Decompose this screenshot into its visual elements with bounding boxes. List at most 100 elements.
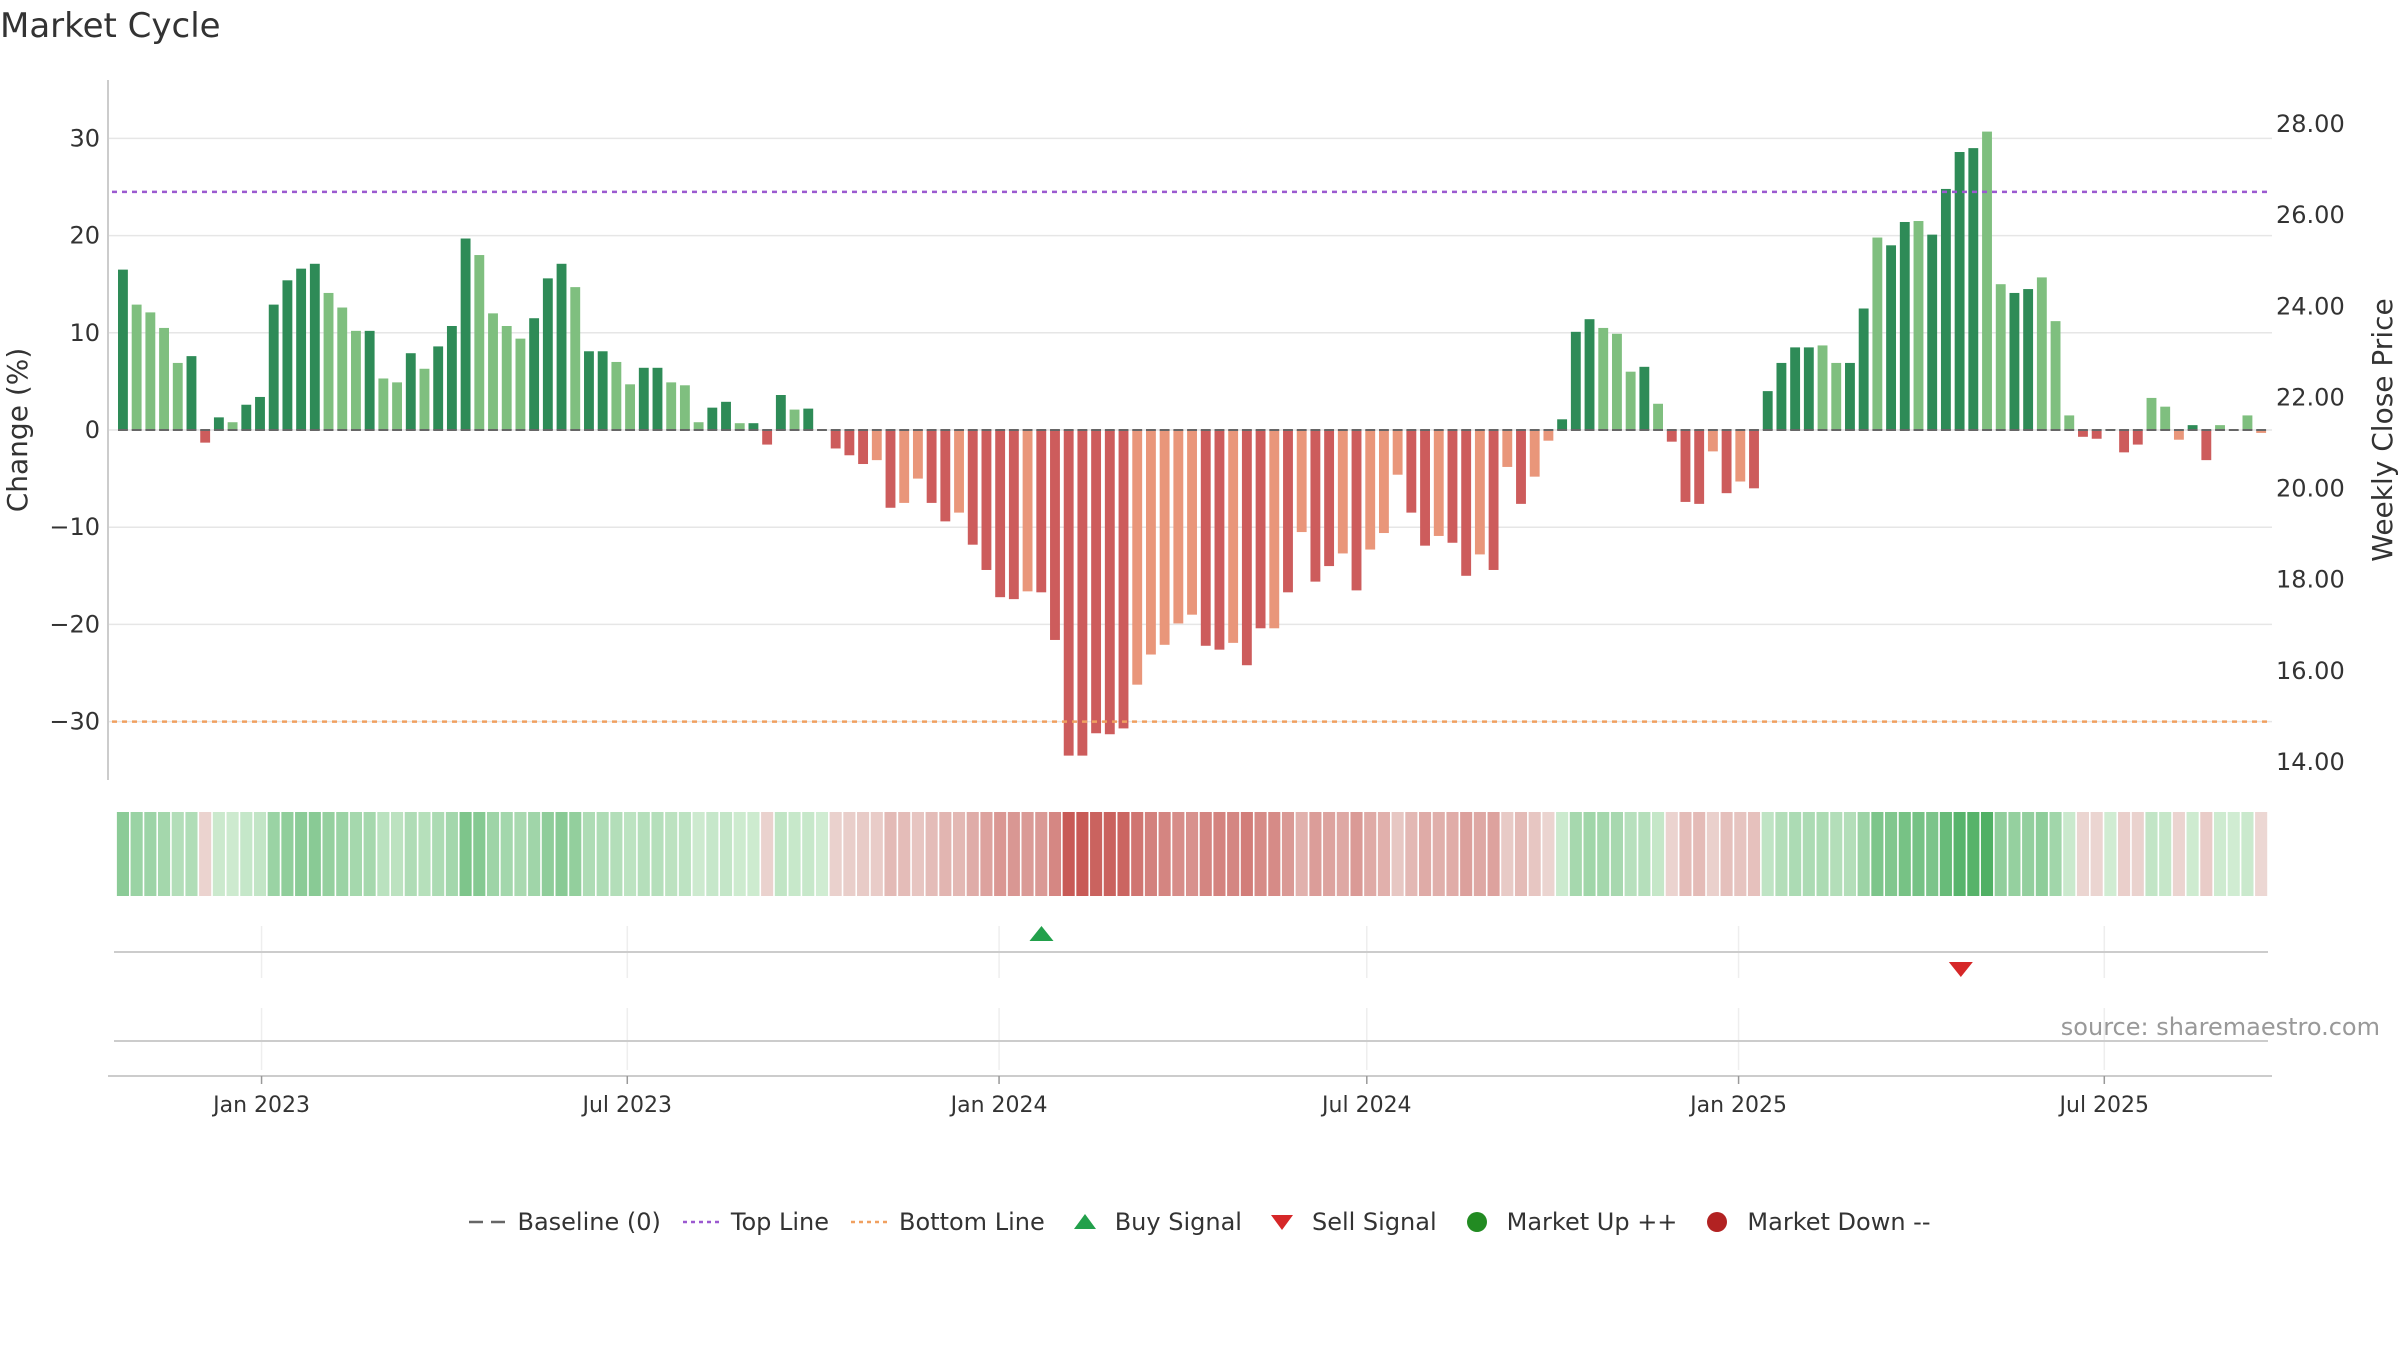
bar bbox=[118, 269, 128, 430]
heat-cell bbox=[185, 812, 198, 896]
heat-cell bbox=[1295, 812, 1308, 896]
bar bbox=[1968, 148, 1979, 430]
heat-cell bbox=[1035, 812, 1048, 896]
buy-signal-marker bbox=[1029, 926, 1054, 941]
bar bbox=[2132, 430, 2143, 445]
bar bbox=[255, 396, 265, 430]
bar bbox=[858, 430, 869, 465]
axes: 30 20 10 0 −10 −20 −30 Change (%) 28.00 26.00 24.0… bbox=[1, 80, 2399, 780]
bar bbox=[1817, 345, 1828, 430]
bar bbox=[268, 304, 279, 430]
bar bbox=[2009, 292, 2020, 430]
heat-cell bbox=[1747, 812, 1761, 896]
bar bbox=[172, 362, 183, 430]
heat-cell bbox=[1597, 812, 1610, 896]
heat-cell bbox=[1624, 812, 1637, 896]
heat-cell bbox=[295, 812, 308, 896]
bar bbox=[748, 423, 759, 430]
y-tick-label: 20 bbox=[69, 222, 100, 250]
bar bbox=[1255, 430, 1266, 629]
heat-cell bbox=[2090, 812, 2103, 896]
bar bbox=[1132, 430, 1143, 685]
bar bbox=[803, 408, 814, 430]
heat-cell bbox=[2008, 812, 2021, 896]
legend-item: Market Up ++ bbox=[1459, 1208, 1678, 1236]
heat-cell bbox=[363, 812, 376, 896]
heat-cell bbox=[815, 812, 829, 896]
heat-cell bbox=[1158, 812, 1171, 896]
bar bbox=[2050, 321, 2061, 430]
bar bbox=[2242, 415, 2253, 430]
bar bbox=[652, 367, 663, 430]
x-tick-label: Jan 2023 bbox=[211, 1093, 310, 1118]
legend-item: Top Line bbox=[682, 1208, 829, 1236]
bar bbox=[1036, 430, 1047, 593]
bar bbox=[611, 361, 622, 430]
dotted-line-icon bbox=[682, 1210, 719, 1234]
bar bbox=[1694, 430, 1705, 504]
bar bbox=[1872, 237, 1883, 430]
heat-cell bbox=[199, 812, 212, 896]
heat-cell bbox=[1830, 812, 1843, 896]
y2-axis-label: Weekly Close Price bbox=[2366, 298, 2399, 561]
heat-cell bbox=[1638, 812, 1651, 896]
bar bbox=[844, 430, 855, 456]
bar bbox=[1831, 362, 1842, 430]
heat-cell bbox=[2213, 812, 2227, 896]
bar bbox=[1653, 403, 1663, 430]
heat-cell bbox=[459, 812, 472, 896]
heat-cell bbox=[1528, 812, 1541, 896]
heat-cell bbox=[2255, 812, 2268, 896]
bar bbox=[1104, 430, 1115, 735]
heat-cell bbox=[1103, 812, 1116, 896]
bar bbox=[625, 384, 636, 430]
heat-cell bbox=[829, 812, 842, 896]
heat-cell bbox=[1652, 812, 1665, 896]
x-tick-label: Jan 2024 bbox=[949, 1093, 1048, 1118]
bar bbox=[1173, 430, 1184, 624]
y2-tick-label: 26.00 bbox=[2276, 201, 2345, 229]
circle-icon bbox=[1699, 1210, 1735, 1234]
heat-cell bbox=[2104, 812, 2117, 896]
y2-tick-label: 14.00 bbox=[2276, 748, 2345, 776]
heat-cell bbox=[1542, 812, 1555, 896]
bar bbox=[570, 287, 581, 430]
heat-cell bbox=[1610, 812, 1623, 896]
bar bbox=[542, 278, 553, 430]
heat-cell bbox=[2200, 812, 2213, 896]
heat-cell bbox=[637, 812, 650, 896]
bar bbox=[309, 263, 320, 430]
bar bbox=[1365, 430, 1376, 550]
x-tick-label: Jul 2025 bbox=[2058, 1093, 2150, 1118]
bar bbox=[1159, 430, 1170, 645]
x-tick-label: Jul 2023 bbox=[581, 1093, 673, 1118]
heat-cell bbox=[1665, 812, 1678, 896]
heat-cell bbox=[1391, 812, 1404, 896]
bar bbox=[954, 430, 964, 513]
bar bbox=[789, 409, 800, 430]
bar bbox=[145, 312, 156, 430]
heat-cell bbox=[267, 812, 280, 896]
legend-label: Bottom Line bbox=[899, 1208, 1045, 1236]
heat-cell bbox=[528, 812, 541, 896]
bar bbox=[597, 351, 608, 430]
x-tick-label: Jul 2024 bbox=[1320, 1093, 1412, 1118]
y2-tick-label: 20.00 bbox=[2276, 475, 2345, 503]
heat-cell bbox=[514, 812, 527, 896]
heat-cell bbox=[1323, 812, 1336, 896]
bar bbox=[241, 404, 252, 430]
heat-cell bbox=[1336, 812, 1349, 896]
bar bbox=[227, 422, 238, 430]
heat-cell bbox=[1816, 812, 1829, 896]
heat-cell bbox=[719, 812, 733, 896]
heat-cell bbox=[418, 812, 431, 896]
heat-cell bbox=[1569, 812, 1582, 896]
bar bbox=[830, 430, 841, 449]
heat-cell bbox=[911, 812, 924, 896]
bar bbox=[131, 304, 142, 430]
bar bbox=[2215, 425, 2225, 430]
legend-label: Market Up ++ bbox=[1506, 1208, 1678, 1236]
bar bbox=[501, 325, 512, 430]
bar bbox=[1337, 430, 1348, 554]
bar bbox=[2173, 430, 2184, 440]
